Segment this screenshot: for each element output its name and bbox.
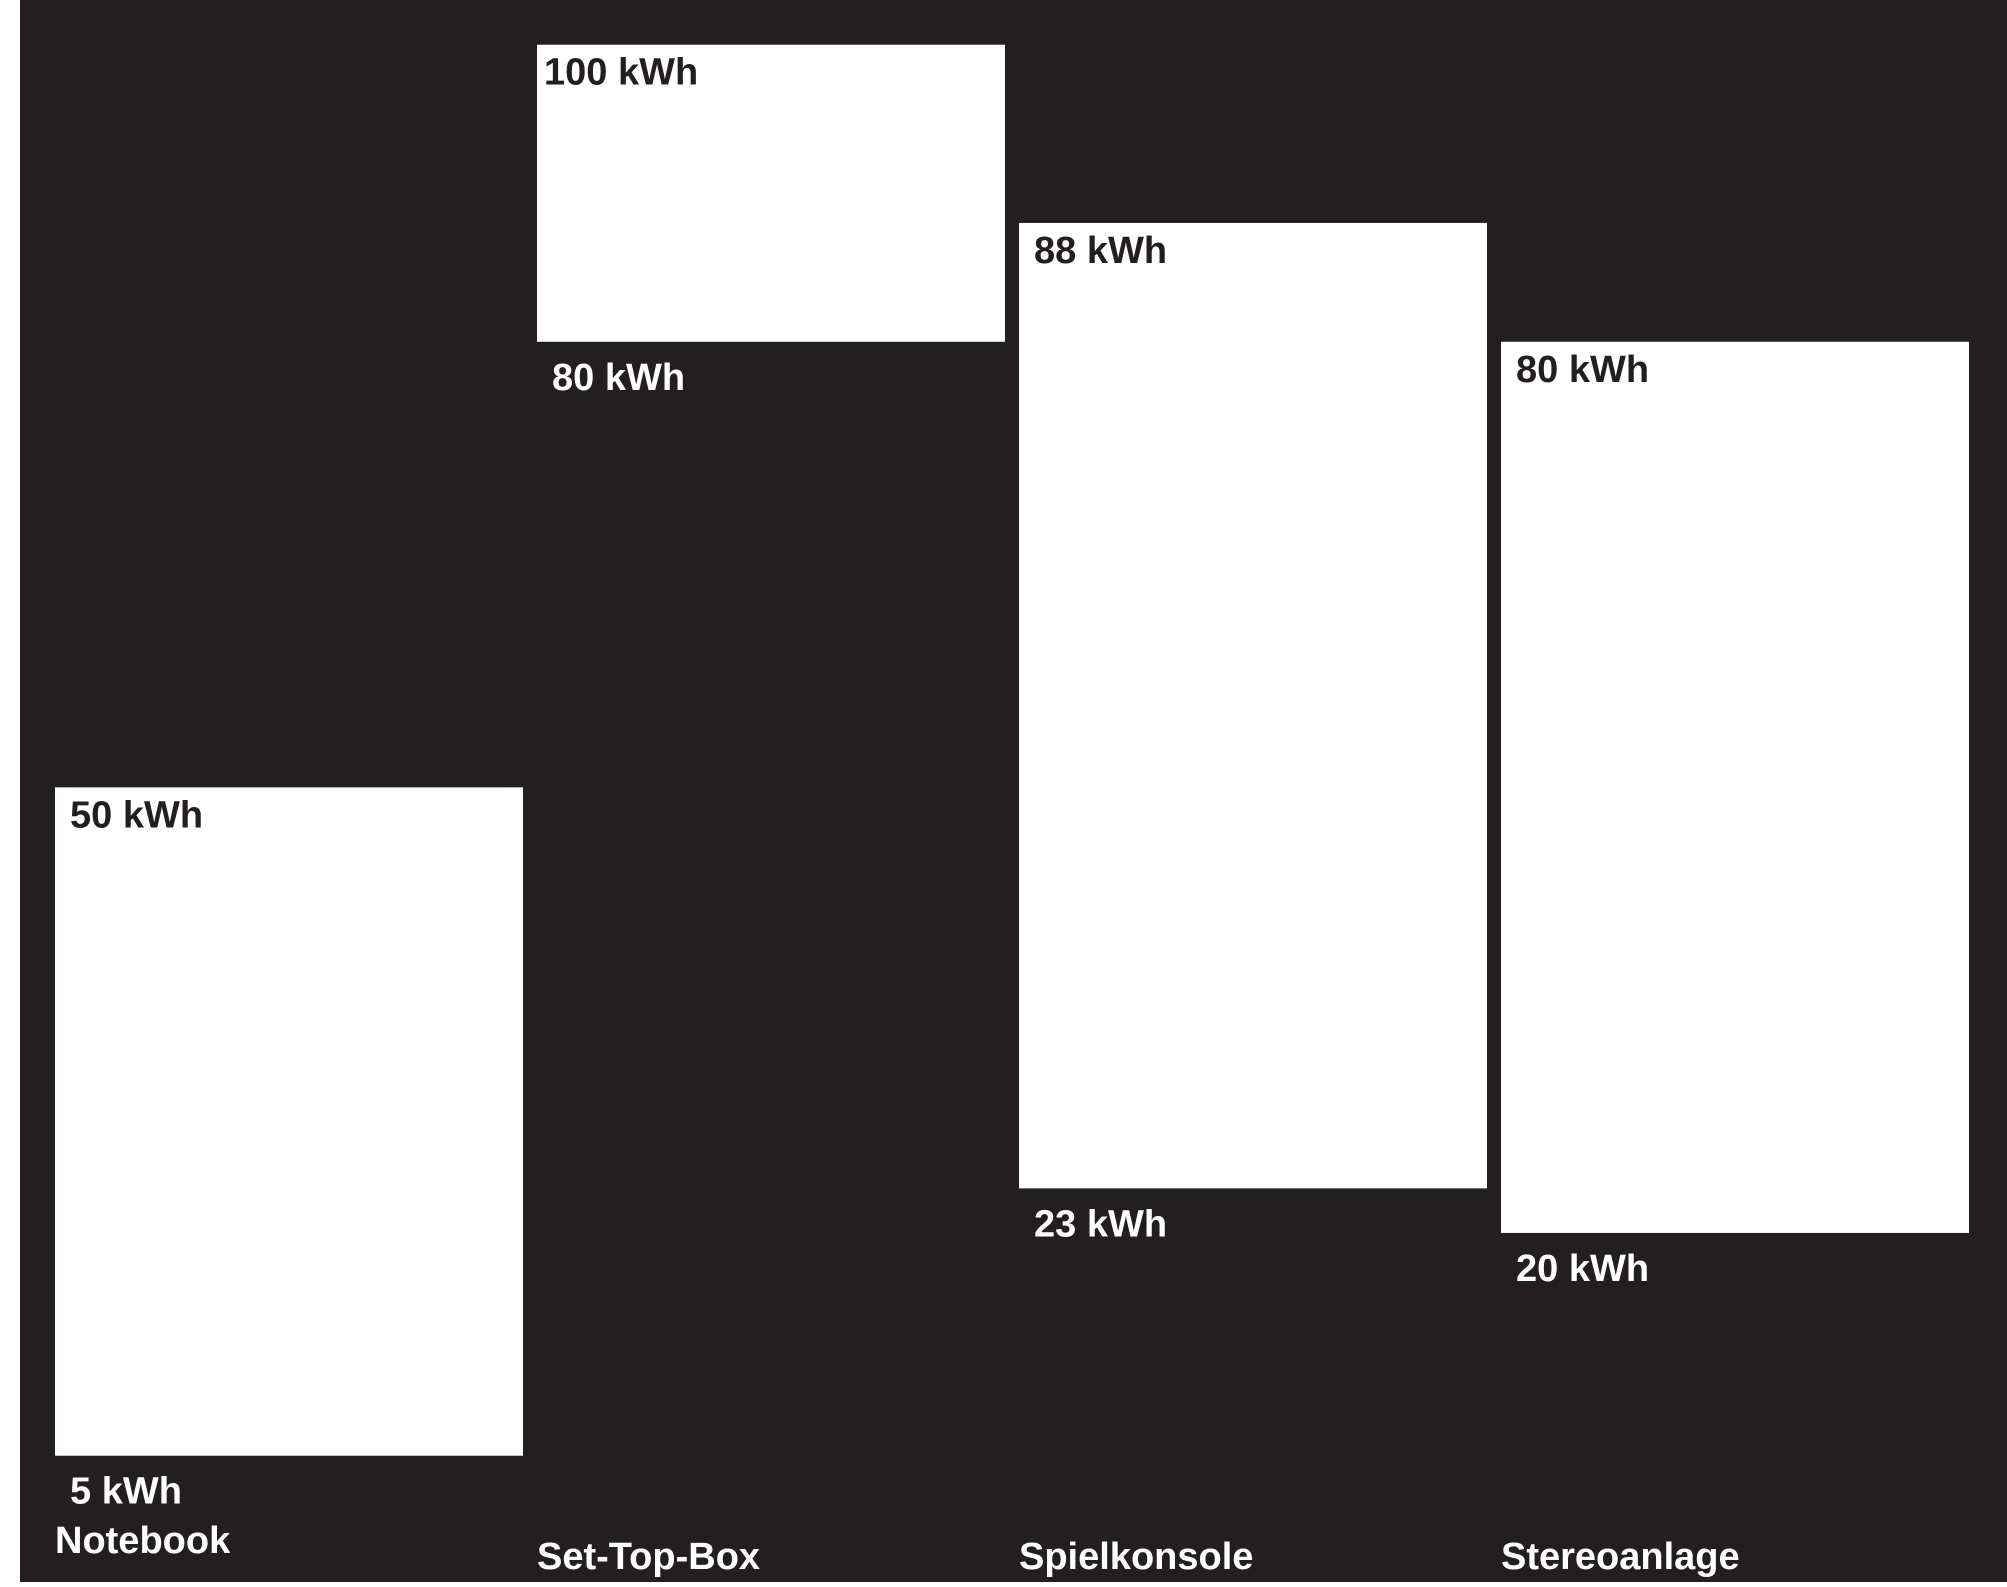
low-label-spielkonsole: 23 kWh <box>1034 1203 1167 1245</box>
high-label-notebook: 50 kWh <box>70 794 203 836</box>
low-label-notebook: 5 kWh <box>70 1471 182 1513</box>
chart-area: 50 kWh 5 kWh Notebook 100 kWh 80 kWh Set-Top-… <box>20 0 2007 1582</box>
high-label-stereoanlage: 80 kWh <box>1516 349 1649 391</box>
low-label-stereoanlage: 20 kWh <box>1516 1248 1649 1290</box>
range-bar-chart: 50 kWh 5 kWh Notebook 100 kWh 80 kWh Set-Top-… <box>55 44 1969 1578</box>
category-label-set-top-box: Set-Top-Box <box>537 1536 760 1578</box>
bar-notebook <box>55 787 523 1456</box>
bar-stereoanlage <box>1501 341 1969 1233</box>
low-label-set-top-box: 80 kWh <box>552 357 685 399</box>
category-label-spielkonsole: Spielkonsole <box>1019 1536 1253 1578</box>
high-label-spielkonsole: 88 kWh <box>1034 230 1167 272</box>
high-label-set-top-box: 100 kWh <box>544 52 698 94</box>
category-label-notebook: Notebook <box>55 1520 231 1562</box>
bar-set-top-box <box>537 44 1005 342</box>
category-label-stereoanlage: Stereoanlage <box>1501 1536 1740 1578</box>
bar-spielkonsole <box>1019 222 1487 1189</box>
